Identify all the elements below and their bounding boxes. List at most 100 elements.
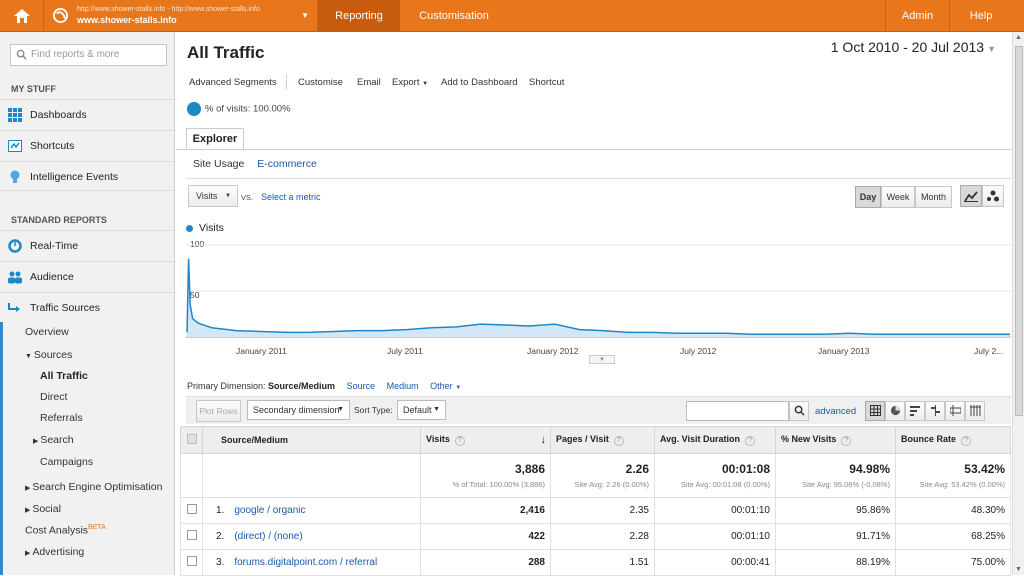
motion-chart-button[interactable] <box>982 185 1004 207</box>
select-all-checkbox[interactable] <box>186 434 197 444</box>
sidebar-item-traffic-sources[interactable]: Traffic Sources <box>0 292 174 322</box>
row-checkbox[interactable] <box>186 530 197 540</box>
sidebar-item-search[interactable]: ▶ Search <box>33 434 74 446</box>
metric-select[interactable]: Visits ▼ <box>188 185 238 207</box>
granularity-day-button[interactable]: Day <box>855 186 881 208</box>
vertical-scrollbar[interactable]: ▲ ▼ <box>1012 32 1024 575</box>
scrollbar-thumb[interactable] <box>1015 46 1023 416</box>
total-pages-visit: 2.26 Site Avg: 2.26 (0.00%) <box>550 453 655 498</box>
header-bounce-rate[interactable]: Bounce Rate? <box>895 426 1011 454</box>
sidebar-item-seo[interactable]: ▶ Search Engine Optimisation <box>25 481 162 493</box>
header-pages-visit[interactable]: Pages / Visit? <box>550 426 655 454</box>
source-link[interactable]: google / organic <box>234 505 306 516</box>
dimension-medium[interactable]: Medium <box>386 381 419 391</box>
tab-help[interactable]: Help <box>949 0 1012 32</box>
tab-site-usage[interactable]: Site Usage <box>193 158 245 170</box>
tab-explorer[interactable]: Explorer <box>186 128 244 150</box>
header-avg-visit-duration[interactable]: Avg. Visit Duration? <box>654 426 776 454</box>
sidebar-item-social[interactable]: ▶ Social <box>25 503 61 515</box>
scroll-up-icon[interactable]: ▲ <box>1015 34 1022 41</box>
sidebar-item-real-time[interactable]: Real-Time <box>0 230 174 260</box>
account-selector[interactable]: http://www.shower-stalls.info - http://w… <box>44 0 318 32</box>
advanced-segments-button[interactable]: Advanced Segments <box>189 77 277 88</box>
header-visits[interactable]: Visits? ↓ <box>420 426 551 454</box>
source-link[interactable]: (direct) / (none) <box>234 531 303 542</box>
sidebar-item-overview[interactable]: Overview <box>25 326 69 338</box>
customise-button[interactable]: Customise <box>298 77 343 88</box>
sidebar-item-direct[interactable]: Direct <box>40 391 68 403</box>
chevron-down-icon: ▼ <box>433 406 440 413</box>
plot-rows-button[interactable]: Plot Rows <box>196 400 241 422</box>
email-button[interactable]: Email <box>357 77 381 88</box>
toolbar-divider <box>286 74 287 90</box>
sidebar-item-audience[interactable]: Audience <box>0 261 174 291</box>
sidebar-item-campaigns[interactable]: Campaigns <box>40 456 94 468</box>
sidebar-item-sources[interactable]: ▼ Sources <box>25 349 72 361</box>
shortcut-button[interactable]: Shortcut <box>529 77 565 88</box>
select-metric-link[interactable]: Select a metric <box>261 192 321 202</box>
sort-type-select[interactable]: Default ▼ <box>397 400 446 420</box>
granularity-month-button[interactable]: Month <box>915 186 952 208</box>
total-sub: Site Avg: 00:01:08 (0.00%) <box>680 480 770 489</box>
sidebar-item-dashboards[interactable]: Dashboards <box>0 99 174 129</box>
table-search-button[interactable] <box>789 401 809 421</box>
export-button[interactable]: Export ▼ <box>392 77 428 88</box>
source-link[interactable]: forums.digitalpoint.com / referral <box>234 557 378 568</box>
source-cell: 2. (direct) / (none) <box>202 523 421 550</box>
sidebar: Find reports & more MY STUFF Dashboards … <box>0 32 175 575</box>
scroll-down-icon[interactable]: ▼ <box>1015 566 1022 573</box>
tab-admin[interactable]: Admin <box>885 0 949 32</box>
table-view-icon <box>869 405 881 416</box>
help-icon[interactable]: ? <box>745 436 756 446</box>
advertising-label: Advertising <box>32 546 85 558</box>
advanced-filter-link[interactable]: advanced <box>815 406 857 417</box>
sidebar-item-all-traffic[interactable]: All Traffic <box>40 370 88 382</box>
x-tick-label: January 2013 <box>818 346 870 356</box>
add-to-dashboard-button[interactable]: Add to Dashboard <box>441 77 518 88</box>
x-tick-label: July 2012 <box>680 346 717 356</box>
sidebar-item-advertising[interactable]: ▶ Advertising <box>25 546 84 558</box>
visits-cell: 422 <box>420 523 551 550</box>
report-search-input[interactable]: Find reports & more <box>10 44 167 66</box>
help-icon[interactable]: ? <box>961 436 972 446</box>
lightbulb-icon <box>10 170 20 183</box>
chart-resize-handle[interactable]: ▼ <box>589 355 615 364</box>
help-icon[interactable]: ? <box>841 436 852 446</box>
date-range-picker[interactable]: 1 Oct 2010 - 20 Jul 2013 ▼ <box>831 39 996 55</box>
help-icon[interactable]: ? <box>613 436 624 446</box>
granularity-week-button[interactable]: Week <box>881 186 915 208</box>
view-performance-button[interactable] <box>905 401 925 421</box>
tab-reporting[interactable]: Reporting <box>318 0 400 32</box>
sidebar-item-label: Real-Time <box>30 240 79 252</box>
sidebar-item-label: Intelligence Events <box>30 171 119 183</box>
row-checkbox[interactable] <box>186 556 197 566</box>
view-table-button[interactable] <box>865 401 885 421</box>
sidebar-item-shortcuts[interactable]: Shortcuts <box>0 130 174 160</box>
tab-ecommerce[interactable]: E-commerce <box>257 158 317 170</box>
dimension-other[interactable]: Other ▼ <box>430 381 461 391</box>
dimension-source[interactable]: Source <box>346 381 376 391</box>
view-comparison-button[interactable] <box>925 401 945 421</box>
table-search-input[interactable] <box>686 401 789 421</box>
header-new-visits[interactable]: % New Visits? <box>775 426 896 454</box>
x-tick-label: July 2011 <box>387 346 423 356</box>
home-button[interactable] <box>0 0 44 32</box>
header-source-medium[interactable]: Source/Medium <box>202 426 421 454</box>
row-checkbox[interactable] <box>186 504 197 514</box>
sidebar-item-intelligence-events[interactable]: Intelligence Events <box>0 161 174 191</box>
dimension-source-medium[interactable]: Source/Medium <box>268 381 336 391</box>
help-icon[interactable]: ? <box>454 436 465 446</box>
search-placeholder: Find reports & more <box>31 49 120 60</box>
tab-customisation[interactable]: Customisation <box>419 10 489 22</box>
view-pie-button[interactable] <box>885 401 905 421</box>
bubbles-icon <box>987 190 999 202</box>
pages-visit-cell: 2.28 <box>550 523 655 550</box>
sort-arrow-icon: ↓ <box>540 434 547 446</box>
view-term-cloud-button[interactable] <box>945 401 965 421</box>
sidebar-item-referrals[interactable]: Referrals <box>40 412 83 424</box>
secondary-dimension-select[interactable]: Secondary dimension ▼ <box>247 400 350 420</box>
report-toolbar: Advanced Segments Customise Email Export… <box>176 72 1012 92</box>
line-chart-button[interactable] <box>960 185 982 207</box>
sidebar-item-cost-analysis[interactable]: Cost AnalysisBETA <box>25 524 106 537</box>
view-pivot-button[interactable] <box>965 401 985 421</box>
